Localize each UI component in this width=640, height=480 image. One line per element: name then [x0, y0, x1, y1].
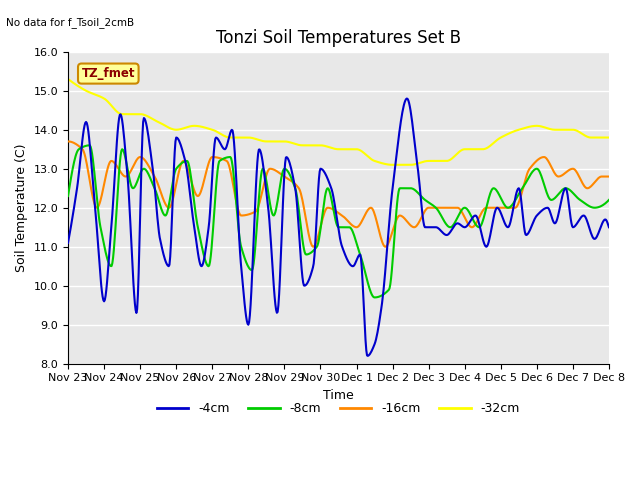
Y-axis label: Soil Temperature (C): Soil Temperature (C) — [15, 144, 28, 272]
Text: TZ_fmet: TZ_fmet — [81, 67, 135, 80]
X-axis label: Time: Time — [323, 389, 354, 402]
Legend: -4cm, -8cm, -16cm, -32cm: -4cm, -8cm, -16cm, -32cm — [152, 397, 525, 420]
Title: Tonzi Soil Temperatures Set B: Tonzi Soil Temperatures Set B — [216, 29, 461, 48]
Text: No data for f_Tsoil_2cmB: No data for f_Tsoil_2cmB — [6, 17, 134, 28]
